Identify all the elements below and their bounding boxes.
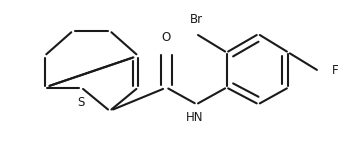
Text: Br: Br xyxy=(190,13,203,26)
Text: O: O xyxy=(162,31,171,44)
Text: HN: HN xyxy=(186,111,204,124)
Text: S: S xyxy=(78,96,85,109)
Text: F: F xyxy=(332,64,339,77)
